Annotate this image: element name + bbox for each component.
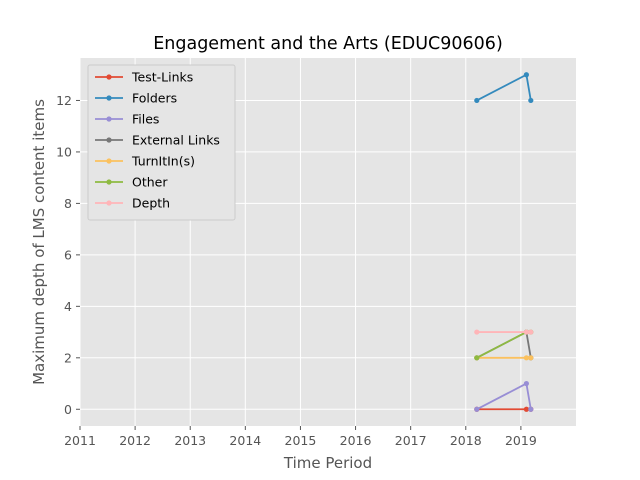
x-tick-label: 2018 <box>450 433 482 448</box>
x-axis-label: Time Period <box>283 454 372 472</box>
series-lines <box>474 72 534 412</box>
x-tick-label: 2012 <box>119 433 151 448</box>
y-tick-label: 8 <box>64 196 72 211</box>
data-point-files <box>523 380 530 387</box>
y-tick-label: 4 <box>64 299 72 314</box>
legend-swatch-marker <box>106 158 112 164</box>
x-axis: 2011 2012 2013 2014 2015 2016 2017 2018 2019 <box>64 426 537 448</box>
data-point-folders <box>528 97 534 104</box>
legend-swatch-marker <box>106 179 112 185</box>
series-depth <box>474 329 534 335</box>
legend: Test-Links Folders Files External Links Turn… <box>87 64 236 221</box>
y-tick-label: 12 <box>56 93 72 108</box>
legend-item-other: Other <box>95 175 168 190</box>
y-tick-label: 10 <box>56 144 72 159</box>
legend-label: External Links <box>132 133 220 148</box>
chart-title: Engagement and the Arts (EDUC90606) <box>153 34 503 54</box>
series-folders <box>474 72 534 104</box>
data-point-folders <box>474 97 480 104</box>
legend-swatch-marker <box>106 95 112 101</box>
x-tick-label: 2013 <box>174 433 206 448</box>
series-files <box>474 380 534 412</box>
legend-label: Test-Links <box>131 70 193 85</box>
legend-item-folders: Folders <box>95 91 177 106</box>
legend-swatch-marker <box>106 200 112 206</box>
gridlines <box>79 58 576 426</box>
legend-swatch-marker <box>106 137 112 143</box>
data-point-folders <box>523 72 530 78</box>
legend-item-depth: Depth <box>95 196 170 211</box>
x-tick-label: 2016 <box>340 433 372 448</box>
legend-label: TurnItIn(s) <box>131 154 195 169</box>
x-tick-label: 2017 <box>395 433 427 448</box>
y-tick-label: 2 <box>64 350 72 365</box>
data-point-files <box>474 406 480 412</box>
data-point-depth <box>474 329 480 335</box>
legend-item-external-links: External Links <box>95 133 220 148</box>
y-tick-label: 6 <box>64 247 72 262</box>
legend-item-turnitin-s: TurnItIn(s) <box>95 154 195 169</box>
y-axis: 0 2 4 6 8 10 12 <box>56 93 80 417</box>
x-tick-label: 2015 <box>285 433 317 448</box>
x-tick-label: 2014 <box>229 433 261 448</box>
data-point-depth <box>523 329 530 335</box>
data-point-depth <box>528 329 534 335</box>
data-point-other <box>474 355 480 361</box>
x-tick-label: 2019 <box>505 433 537 448</box>
x-tick-label: 2011 <box>64 433 96 448</box>
y-axis-label: Maximum depth of LMS content items <box>30 99 48 385</box>
data-point-turnitin-s <box>528 355 534 361</box>
legend-swatch-marker <box>106 116 112 122</box>
data-point-turnitin-s <box>523 355 530 361</box>
legend-swatch-marker <box>106 74 112 80</box>
legend-label: Other <box>132 175 168 190</box>
data-point-files <box>528 406 534 412</box>
legend-label: Folders <box>132 91 177 106</box>
data-point-test-links <box>523 406 530 412</box>
y-tick-label: 0 <box>64 402 72 417</box>
legend-label: Depth <box>132 196 170 211</box>
legend-item-test-links: Test-Links <box>95 70 193 85</box>
legend-label: Files <box>132 112 159 127</box>
legend-item-files: Files <box>95 112 159 127</box>
legend-box <box>87 64 236 221</box>
